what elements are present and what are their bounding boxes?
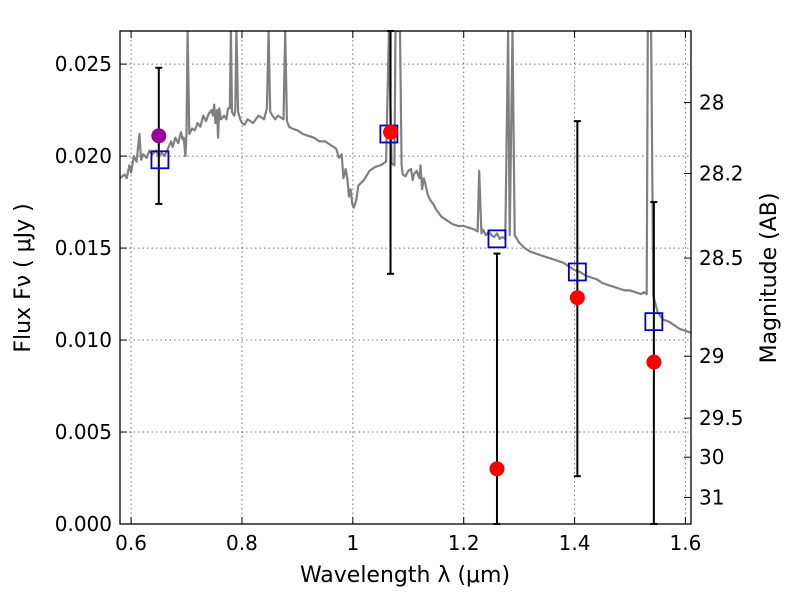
x-axis-ticks: 0.6 0.8 1 1.2 1.4 1.6 [115, 31, 701, 555]
y-tick-label: 0.020 [55, 144, 112, 168]
plot-frame [119, 30, 692, 525]
x-tick-label: 1 [346, 531, 359, 555]
magnitude-tick-label: 28 [699, 91, 724, 115]
magnitude-axis-label: Magnitude (AB) [757, 193, 782, 364]
observed-flux-point [383, 124, 399, 140]
model-spectrum-line [120, 31, 691, 334]
model-flux-square [644, 312, 664, 332]
magnitude-tick-label: 31 [699, 485, 724, 509]
magnitude-tick-label: 30 [699, 445, 724, 469]
magnitude-tick-label: 29.5 [699, 406, 744, 430]
x-tick-label: 1.4 [559, 531, 591, 555]
y-tick-label: 0.005 [55, 420, 112, 444]
y-axis-ticks: 0.000 0.005 0.010 0.015 0.020 0.025 [55, 52, 127, 536]
grid [120, 31, 691, 525]
x-axis-label: Wavelength λ (μm) [300, 563, 510, 588]
x-tick-label: 0.8 [226, 531, 258, 555]
observed-flux-markers [151, 124, 662, 477]
observed-flux-point [569, 290, 585, 306]
magnitude-axis-ticks: 28 28.2 28.5 29 29.5 30 31 [684, 91, 744, 509]
y-tick-label: 0.015 [55, 236, 112, 260]
magnitude-tick-label: 29 [699, 344, 724, 368]
error-bars [155, 30, 658, 525]
x-tick-label: 1.6 [670, 531, 702, 555]
observed-flux-point [646, 354, 662, 370]
x-tick-label: 0.6 [115, 531, 147, 555]
y-tick-label: 0.000 [55, 512, 112, 536]
observed-flux-point [489, 461, 505, 477]
y-tick-label: 0.025 [55, 52, 112, 76]
magnitude-tick-label: 28.5 [699, 246, 744, 270]
x-tick-label: 1.2 [448, 531, 480, 555]
model-flux-square [150, 150, 170, 170]
model-flux-square [487, 229, 507, 249]
y-tick-label: 0.010 [55, 328, 112, 352]
y-axis-label: Flux Fν ( μJy ) [11, 203, 36, 352]
magnitude-tick-label: 28.2 [699, 161, 744, 185]
model-flux-square [567, 262, 587, 282]
observed-flux-point [151, 128, 167, 144]
